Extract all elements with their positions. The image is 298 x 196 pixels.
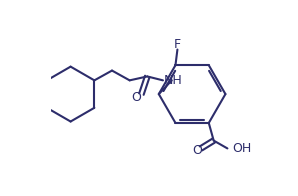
Text: NH: NH <box>164 74 183 87</box>
Text: OH: OH <box>232 142 252 155</box>
Text: F: F <box>174 38 181 51</box>
Text: O: O <box>131 91 142 103</box>
Text: O: O <box>193 144 202 157</box>
